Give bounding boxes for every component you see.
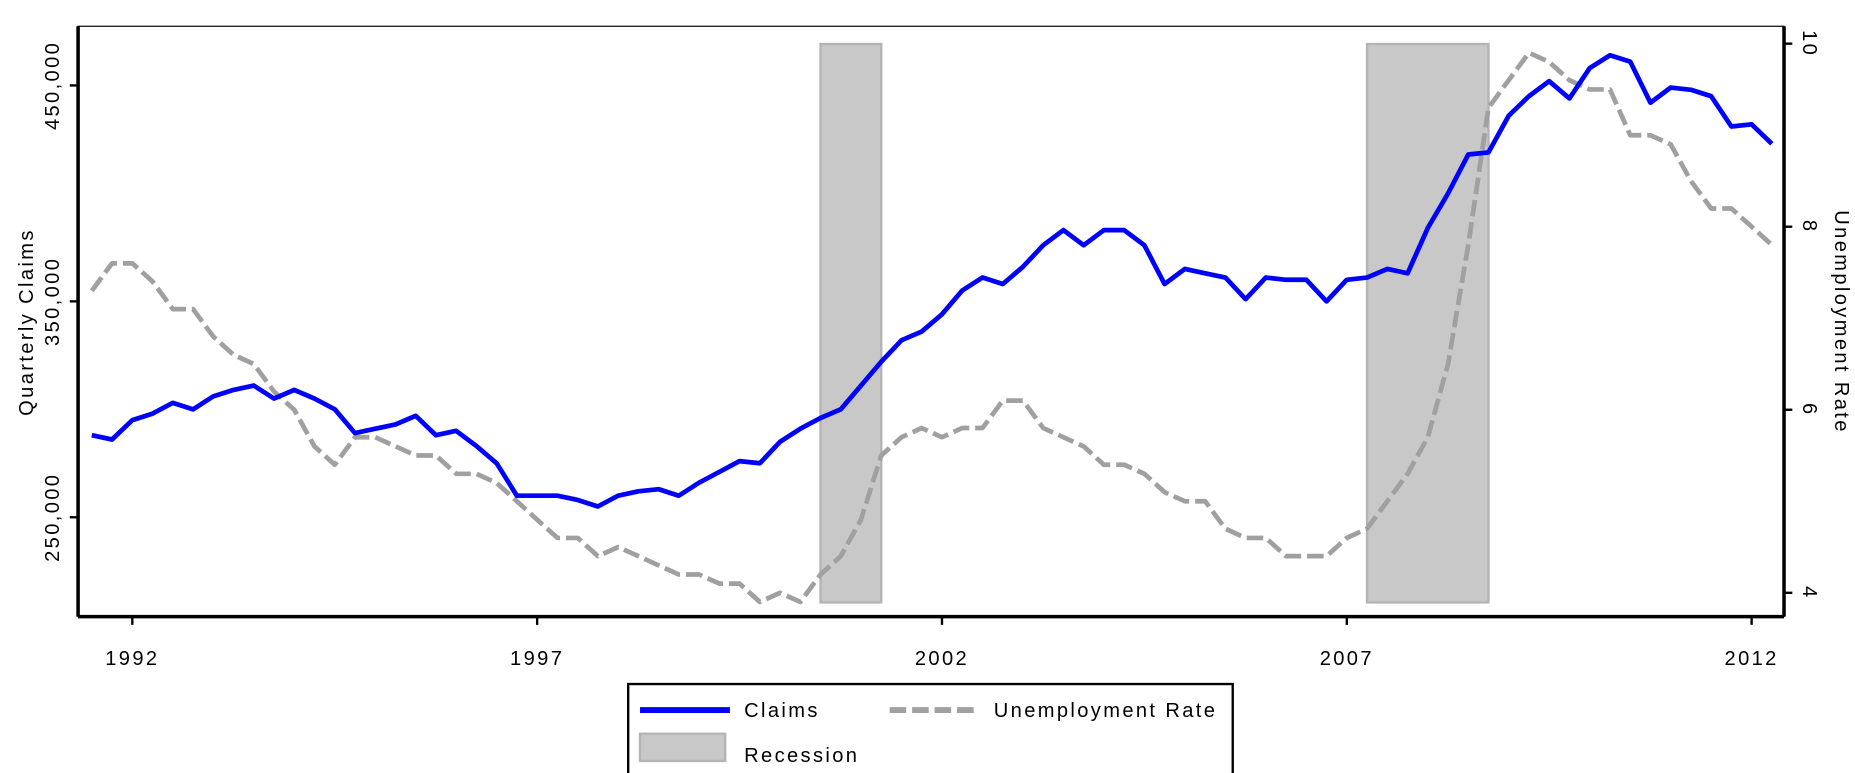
y2-tick-label: 6 [1798, 403, 1820, 417]
legend-box [627, 682, 1234, 773]
y-tick-label: 350,000 [42, 257, 64, 346]
recession-band [819, 42, 883, 604]
recession-bands [819, 42, 1490, 604]
x-tick-label: 1997 [510, 648, 564, 670]
x-tick-label: 1992 [105, 648, 159, 670]
y-tick-label: 250,000 [42, 473, 64, 562]
series-line [91, 52, 1774, 509]
x-tick-label: 2012 [1725, 648, 1779, 670]
y2-tick-label: 10 [1798, 30, 1820, 57]
legend-swatch [638, 732, 727, 763]
recession-band [1365, 42, 1490, 604]
y-axis-label: Quarterly Claims [16, 228, 38, 416]
series-line [89, 50, 1774, 605]
y-tick-label: 450,000 [42, 41, 64, 130]
x-tick-label: 2007 [1320, 648, 1374, 670]
y2-tick-label: 4 [1798, 586, 1820, 600]
x-tick-label: 2002 [915, 648, 969, 670]
legend-label: Recession [744, 745, 859, 767]
y2-axis-label: Unemployment Rate [1830, 210, 1852, 434]
legend-label: Unemployment Rate [994, 700, 1218, 722]
y2-tick-label: 8 [1798, 220, 1820, 234]
legend-label: Claims [744, 700, 820, 722]
legend: Claims Unemployment Rate Recession [627, 682, 1234, 773]
